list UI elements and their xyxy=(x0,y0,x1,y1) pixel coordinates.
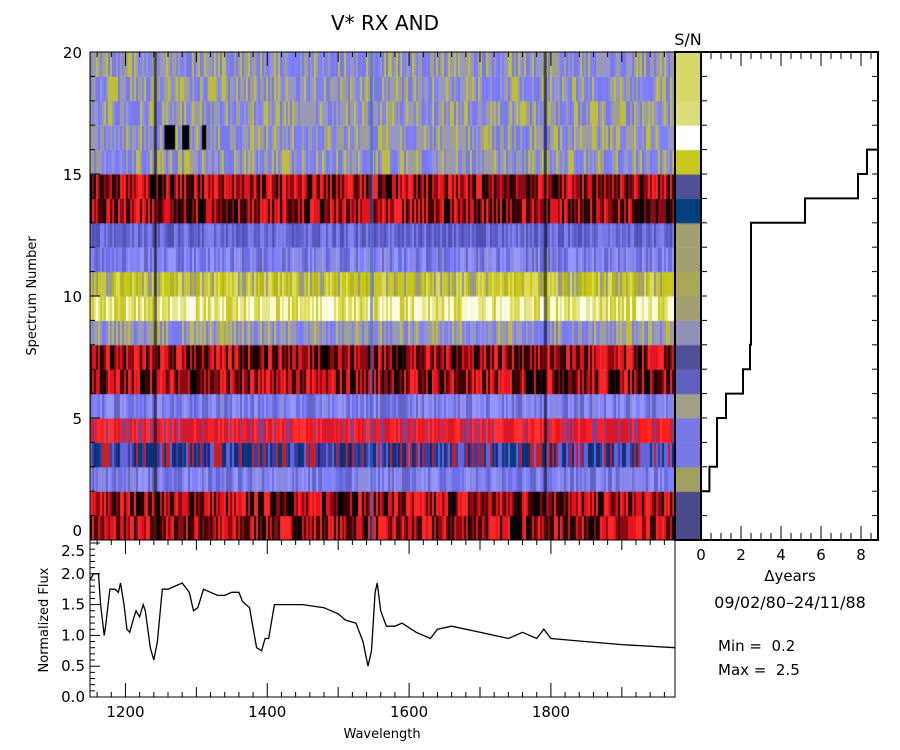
flux-y-tick-label: 2.0 xyxy=(61,565,85,583)
spectra-heatmap xyxy=(90,52,675,540)
x-tick-label: 1400 xyxy=(248,703,286,721)
x-tick-label: 1200 xyxy=(106,703,144,721)
flux-y-tick-label: 0.0 xyxy=(61,688,85,706)
years-step-line xyxy=(700,52,879,540)
y-tick-label: 20 xyxy=(63,44,82,62)
sn-colorbar xyxy=(675,52,701,540)
y-tick-label: 5 xyxy=(72,410,82,428)
min-label: Min = 0.2 xyxy=(718,637,795,655)
date-range: 09/02/80–24/11/88 xyxy=(714,593,866,612)
y-tick-label: 15 xyxy=(63,166,82,184)
flux-y-tick-label: 1.5 xyxy=(61,596,85,614)
y-axis-label-flux: Normalized Flux xyxy=(37,567,52,672)
heatmap-frame xyxy=(89,51,676,541)
max-label: Max = 2.5 xyxy=(718,661,800,679)
sn-frame xyxy=(674,51,702,541)
flux-y-tick-label: 0.5 xyxy=(61,657,85,675)
y-tick-label: 10 xyxy=(63,288,82,306)
years-x-tick-label: 6 xyxy=(816,546,826,564)
chart-title: V* RX AND xyxy=(331,11,439,35)
x-axis-label-wavelength: Wavelength xyxy=(343,727,420,742)
flux-y-tick-label: 2.5 xyxy=(61,542,85,560)
sn-label: S/N xyxy=(674,30,702,49)
x-tick-label: 1800 xyxy=(532,703,570,721)
y-tick-label: 0 xyxy=(72,522,82,540)
years-x-tick-label: 0 xyxy=(696,546,706,564)
flux-y-tick-label: 1.0 xyxy=(61,626,85,644)
x-tick-label: 1600 xyxy=(390,703,428,721)
flux-frame xyxy=(89,539,676,698)
y-axis-label-spectrum: Spectrum Number xyxy=(25,236,40,356)
years-x-tick-label: 2 xyxy=(736,546,746,564)
years-x-tick-label: 4 xyxy=(776,546,786,564)
flux-spectrum-line xyxy=(89,573,676,667)
years-x-tick-label: 8 xyxy=(856,546,866,564)
x-axis-label-years: Δyears xyxy=(764,567,816,585)
years-frame xyxy=(700,51,879,541)
